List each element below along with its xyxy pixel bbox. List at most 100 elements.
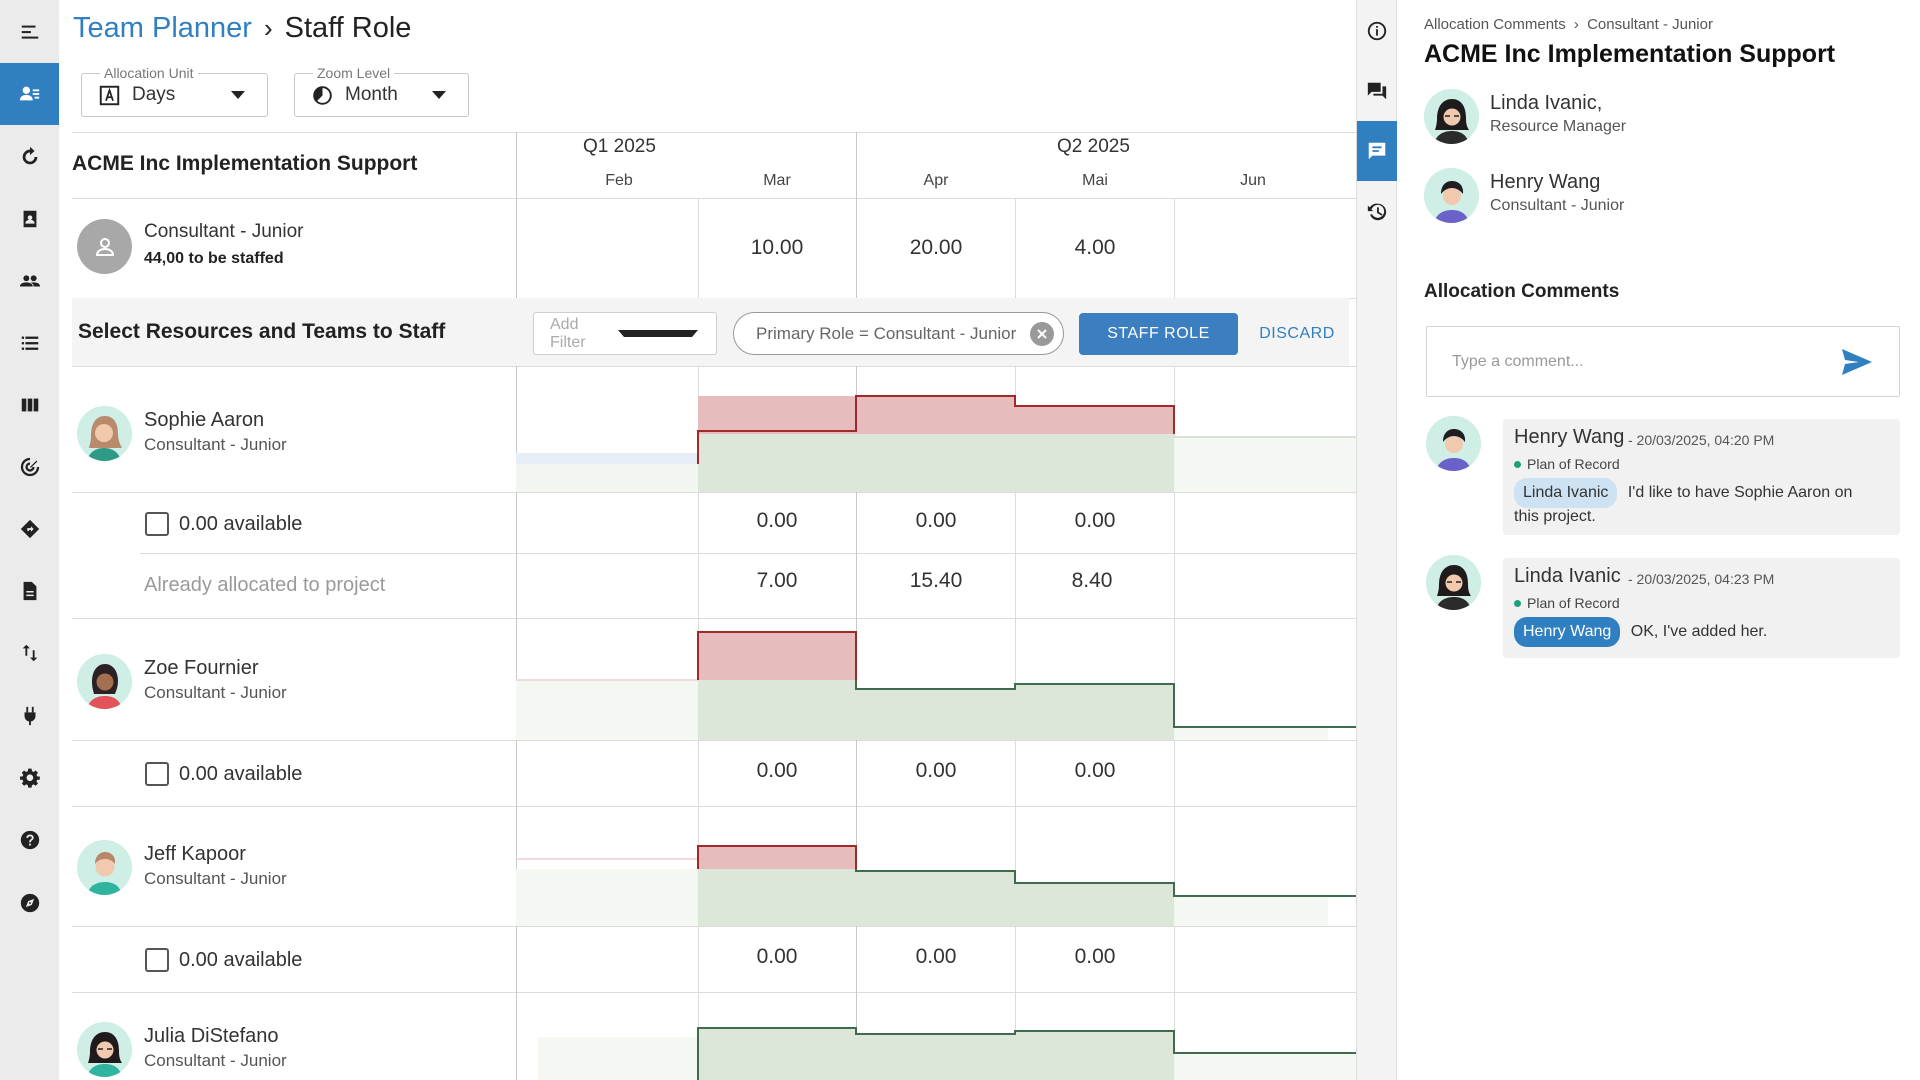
status-dot-icon — [1514, 460, 1521, 468]
avatar — [77, 406, 132, 461]
allocation-unit-value: Days — [132, 84, 176, 105]
allocation-unit-select[interactable]: Allocation Unit Days — [81, 65, 268, 117]
settings-icon — [19, 768, 40, 788]
nav-integrations[interactable] — [0, 685, 59, 747]
comment-item: Linda Ivanic - 20/03/2025, 04:23 PM Plan… — [1503, 558, 1900, 658]
nav-staff-role[interactable] — [0, 63, 59, 125]
role-avatar — [77, 219, 132, 274]
available-checkbox[interactable] — [145, 512, 169, 536]
available-checkbox[interactable] — [145, 948, 169, 972]
nav-target[interactable] — [0, 436, 59, 498]
month-divider — [698, 198, 699, 298]
unit-letter-icon — [98, 84, 120, 106]
month-label: Apr — [923, 172, 949, 189]
nav-directions[interactable] — [0, 498, 59, 560]
nav-columns[interactable] — [0, 374, 59, 436]
filter-chip-label: Primary Role = Consultant - Junior — [756, 323, 1017, 343]
nav-documents[interactable] — [0, 560, 59, 622]
nav-assignments[interactable] — [0, 188, 59, 250]
allocation-comments-panel: Allocation Comments › Consultant - Junio… — [1397, 0, 1920, 1080]
history-icon — [1367, 203, 1387, 221]
comment-timestamp: - 20/03/2025, 04:23 PM — [1628, 571, 1775, 587]
month-label: Feb — [605, 172, 633, 189]
panel-breadcrumb: Allocation Comments › Consultant - Junio… — [1424, 16, 1713, 33]
nav-people[interactable] — [0, 250, 59, 312]
divider — [72, 198, 1356, 199]
clear-filter-icon[interactable] — [1030, 321, 1054, 346]
discard-button[interactable]: DISCARD — [1259, 325, 1335, 342]
caret-down-icon — [231, 91, 245, 99]
available-value: 0.00 — [1074, 509, 1116, 532]
info-button[interactable] — [1357, 1, 1397, 61]
breadcrumb-team-planner[interactable]: Team Planner — [73, 12, 252, 44]
month-label: Mar — [763, 172, 791, 189]
avatar — [1424, 168, 1479, 223]
month-divider — [698, 366, 699, 1080]
comment-author: Henry Wang — [1514, 426, 1625, 448]
history-button[interactable] — [1357, 182, 1397, 242]
capacity-chart-jeff-kapoor — [516, 845, 1356, 926]
chat-icon — [1367, 82, 1387, 100]
assignment-icon — [23, 210, 36, 228]
already-allocated-value: 7.00 — [756, 569, 798, 592]
month-label: Mai — [1082, 172, 1108, 189]
chevron-right-icon: › — [263, 13, 273, 43]
already-allocated-value: 8.40 — [1071, 569, 1113, 592]
role-name: Consultant - Junior — [144, 221, 304, 242]
send-button[interactable] — [1839, 344, 1875, 380]
caret-down-icon — [618, 330, 698, 337]
comment-input[interactable] — [1452, 352, 1839, 371]
comments-button[interactable] — [1357, 121, 1397, 181]
comment-icon — [1368, 142, 1386, 160]
person-outline-icon — [95, 237, 114, 256]
staff-role-button[interactable]: STAFF ROLE — [1079, 313, 1238, 355]
page-title: Staff Role — [284, 12, 412, 44]
nav-refresh[interactable] — [0, 126, 59, 188]
add-filter-select[interactable]: Add Filter — [533, 312, 717, 355]
staffing-title: Select Resources and Teams to Staff — [78, 320, 446, 343]
divider — [72, 806, 1356, 807]
avatar — [77, 1022, 132, 1077]
nav-help[interactable] — [0, 809, 59, 871]
send-icon — [1842, 348, 1872, 375]
conversations-button[interactable] — [1357, 61, 1397, 121]
person-name: Julia DiStefano — [144, 1025, 279, 1047]
caret-down-icon — [432, 91, 446, 99]
mention-chip[interactable]: Linda Ivanic — [1514, 478, 1618, 508]
capacity-chart-zoe-fournier — [516, 631, 1356, 740]
available-checkbox[interactable] — [145, 762, 169, 786]
quarter-label: Q2 2025 — [1057, 136, 1130, 157]
divider — [72, 366, 1356, 367]
comment-author: Linda Ivanic — [1514, 565, 1621, 587]
nav-settings[interactable] — [0, 747, 59, 809]
comment-timestamp: - 20/03/2025, 04:20 PM — [1628, 432, 1775, 448]
divider — [72, 492, 1356, 493]
available-label: 0.00 available — [179, 513, 303, 535]
panel-title: ACME Inc Implementation Support — [1424, 40, 1836, 68]
zoom-level-select[interactable]: Zoom Level Month — [294, 65, 469, 117]
available-label: 0.00 available — [179, 763, 303, 785]
nav-list[interactable] — [0, 312, 59, 374]
available-value: 0.00 — [1074, 759, 1116, 782]
refresh-icon — [22, 146, 37, 165]
comment-text-block: Henry Wang OK, I've added her. — [1514, 617, 1884, 647]
already-allocated-value: 15.40 — [909, 569, 963, 592]
nav-swap[interactable] — [0, 622, 59, 684]
swap-icon — [22, 644, 37, 662]
person-role: Consultant - Junior — [144, 869, 287, 888]
nav-explore[interactable] — [0, 872, 59, 934]
month-divider — [1174, 198, 1175, 298]
diamond-icon — [20, 519, 39, 539]
avatar — [1426, 416, 1481, 471]
breadcrumb: Team Planner › Staff Role — [73, 12, 411, 45]
divider — [140, 553, 1356, 554]
person-role: Consultant - Junior — [144, 435, 287, 454]
panel-breadcrumb-root[interactable]: Allocation Comments — [1424, 16, 1566, 33]
add-filter-placeholder: Add Filter — [550, 315, 586, 351]
mention-chip[interactable]: Henry Wang — [1514, 617, 1621, 647]
plug-icon — [23, 706, 36, 726]
menu-button[interactable] — [0, 1, 59, 63]
filter-chip[interactable]: Primary Role = Consultant - Junior — [733, 312, 1064, 355]
avatar-henry-wang-icon — [1424, 168, 1479, 223]
comment-field[interactable] — [1426, 326, 1900, 397]
